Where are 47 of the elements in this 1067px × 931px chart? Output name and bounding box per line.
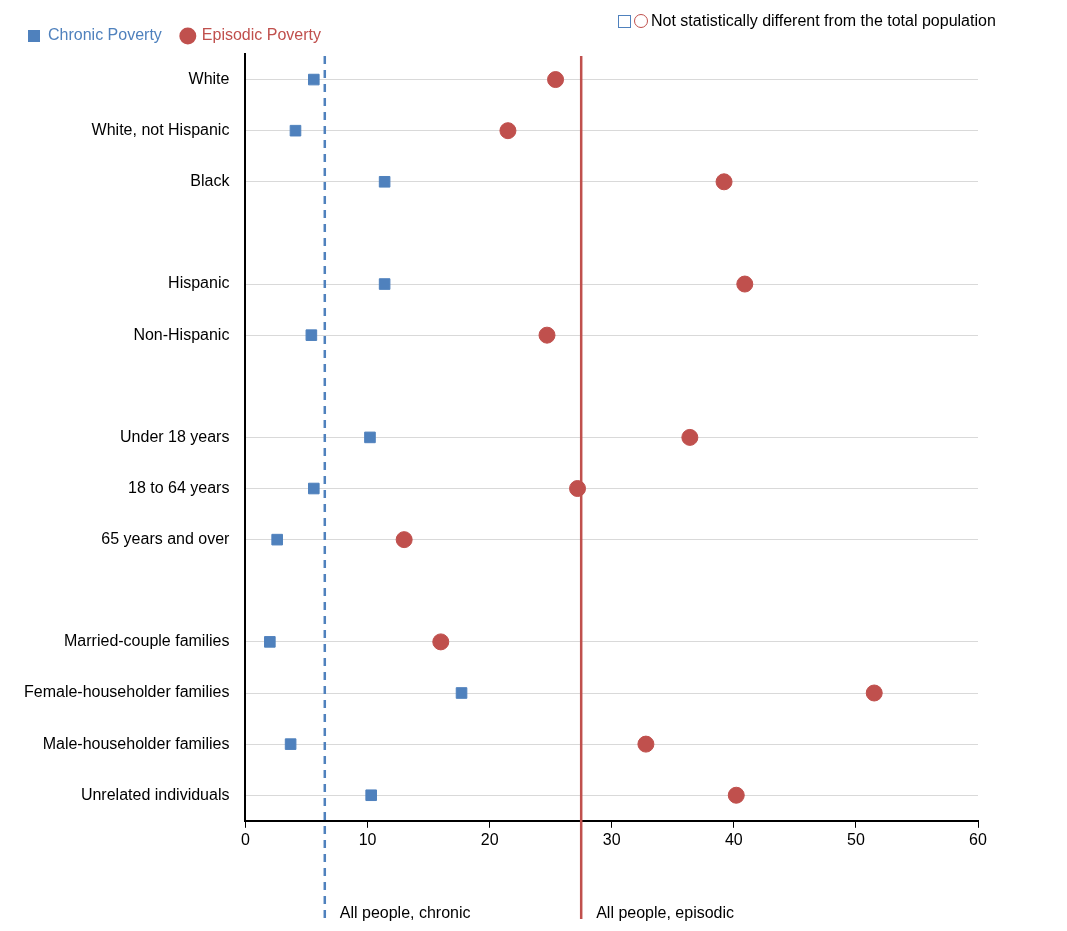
x-tick-label: 50 — [847, 830, 865, 848]
legend-label: Episodic Poverty — [201, 26, 321, 44]
y-tick-label: Married-couple families — [64, 632, 230, 650]
y-tick-label: Under 18 years — [120, 427, 230, 445]
point — [432, 633, 450, 651]
legend-label: Chronic Poverty — [48, 26, 162, 44]
point — [271, 533, 283, 546]
point — [727, 786, 745, 804]
point — [637, 735, 655, 753]
point — [538, 326, 556, 344]
y-tick-label: Male-householder families — [42, 734, 230, 752]
point — [499, 122, 517, 140]
point — [455, 687, 468, 699]
y-tick-label: Female-householder families — [23, 683, 230, 701]
point — [736, 275, 754, 293]
y-tick-label: Non-Hispanic — [133, 325, 230, 343]
x-tick-label: 10 — [358, 830, 377, 848]
point — [264, 636, 276, 648]
point — [715, 173, 733, 191]
ref-line-label: All people, episodic — [596, 904, 735, 922]
x-tick-label: 60 — [969, 830, 987, 848]
point — [681, 428, 699, 446]
point — [305, 329, 318, 341]
y-tick-label: Hispanic — [168, 274, 230, 292]
point — [308, 482, 320, 495]
y-tick-label: White, not Hispanic — [91, 121, 230, 139]
point — [365, 789, 377, 802]
x-tick-label: 0 — [240, 830, 250, 848]
x-tick-label: 40 — [724, 830, 743, 848]
point — [378, 278, 391, 290]
point — [547, 71, 565, 89]
y-tick-label: Unrelated individuals — [80, 785, 230, 803]
ref-line-label: All people, chronic — [339, 904, 471, 922]
x-tick-label: 30 — [602, 830, 621, 848]
x-tick-label: 20 — [480, 830, 499, 848]
y-tick-label: 18 to 64 years — [128, 478, 230, 496]
text: Not statistically different from the total population — [651, 12, 996, 30]
y-tick-label: White — [188, 69, 230, 87]
y-tick-label: 65 years and over — [101, 530, 231, 548]
point — [284, 738, 297, 750]
point — [364, 431, 376, 444]
y-tick-label: Black — [190, 172, 231, 190]
point — [308, 73, 320, 86]
point — [289, 124, 302, 137]
point — [378, 176, 391, 188]
point — [865, 684, 883, 702]
point — [395, 531, 413, 549]
